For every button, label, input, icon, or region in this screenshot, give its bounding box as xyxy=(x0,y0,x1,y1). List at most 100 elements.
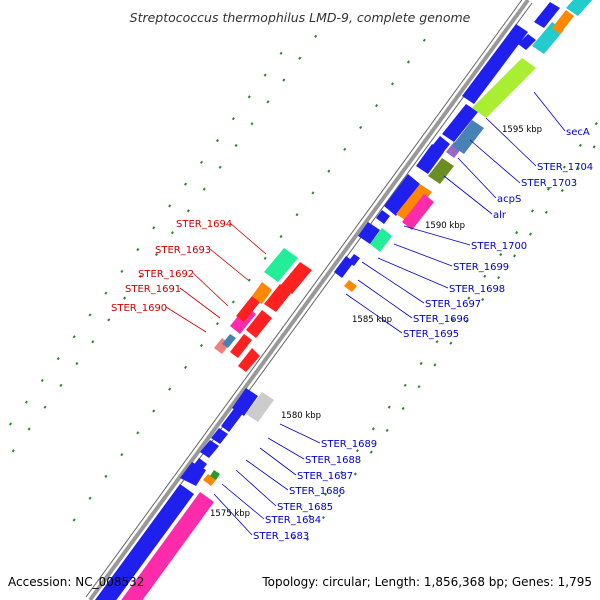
gene-label[interactable]: STER_1703 xyxy=(521,178,577,189)
gene-label[interactable]: STER_1704 xyxy=(537,162,593,173)
reverse-label-leaders xyxy=(165,222,267,333)
gene-label[interactable]: acpS xyxy=(497,194,521,205)
gc-dot xyxy=(515,231,519,235)
gene-bar[interactable] xyxy=(428,158,454,184)
gene-label[interactable]: STER_1689 xyxy=(321,439,377,450)
gene-label[interactable]: secA xyxy=(566,127,590,138)
gene-arrow[interactable] xyxy=(518,34,536,50)
gene-arrow[interactable] xyxy=(246,310,272,338)
gc-dot xyxy=(183,365,188,369)
gene-arrow[interactable] xyxy=(358,222,380,244)
gc-dot xyxy=(403,383,407,387)
gc-dot xyxy=(123,296,127,300)
gene-label[interactable]: STER_1686 xyxy=(289,486,345,497)
gc-dot xyxy=(202,187,206,191)
gene-arrow[interactable] xyxy=(264,284,292,312)
gene-bar[interactable] xyxy=(246,392,274,422)
gene-label[interactable]: STER_1699 xyxy=(453,262,509,273)
scale-ticks: 1575 kbp 1580 kbp 1585 kbp 1590 kbp 1595… xyxy=(210,125,542,519)
gene-bar[interactable] xyxy=(95,484,194,600)
gene-arrow[interactable] xyxy=(376,210,390,224)
gene-arrow[interactable] xyxy=(416,144,444,174)
gene-arrow[interactable] xyxy=(344,280,357,292)
gc-dot xyxy=(390,82,395,86)
gene-arrow[interactable] xyxy=(432,136,450,154)
gene-label[interactable]: alr xyxy=(493,210,507,221)
gene-bar[interactable] xyxy=(396,184,432,222)
gene-bar[interactable] xyxy=(264,248,298,282)
gene-bar[interactable] xyxy=(370,228,392,252)
gc-dot xyxy=(263,256,267,260)
gene-arrow[interactable] xyxy=(232,388,258,416)
scale-tick-label: 1590 kbp xyxy=(425,221,465,231)
gene-bar[interactable] xyxy=(114,492,214,600)
gene-arrow[interactable] xyxy=(280,262,312,294)
gene-label[interactable]: STER_1697 xyxy=(425,299,481,310)
genome-summary-text: Topology: circular; Length: 1,856,368 bp… xyxy=(261,575,592,589)
reverse-strand-genes xyxy=(214,248,312,372)
gene-arrow[interactable] xyxy=(193,458,207,472)
gc-dot xyxy=(433,363,437,367)
gene-arrow[interactable] xyxy=(534,2,560,28)
gene-bar[interactable] xyxy=(452,120,484,154)
gene-bar[interactable] xyxy=(222,334,236,348)
gene-arrow[interactable] xyxy=(200,440,219,458)
gc-dot xyxy=(327,169,331,173)
gene-bar[interactable] xyxy=(384,174,420,216)
scale-tick-label: 1575 kbp xyxy=(210,509,250,519)
gc-dot xyxy=(343,147,347,151)
accession-text: Accession: NC_008532 xyxy=(8,575,144,589)
gene-label[interactable]: STER_1692 xyxy=(138,269,194,280)
gc-dot xyxy=(104,291,108,295)
gc-dot xyxy=(592,145,596,149)
gene-arrow[interactable] xyxy=(230,334,252,358)
gene-arrow[interactable] xyxy=(210,470,220,480)
gene-arrow[interactable] xyxy=(221,406,244,432)
gene-label[interactable]: STER_1684 xyxy=(265,515,321,526)
forward-label-leaders xyxy=(213,91,566,536)
gc-dot xyxy=(417,385,421,389)
gene-bar[interactable] xyxy=(252,282,272,304)
gene-bar[interactable] xyxy=(472,58,536,118)
gene-label[interactable]: STER_1694 xyxy=(176,219,232,230)
gc-dot xyxy=(154,252,159,257)
gene-label[interactable]: STER_1696 xyxy=(413,314,469,325)
gene-arrow[interactable] xyxy=(238,348,260,372)
gene-bar[interactable] xyxy=(236,296,260,322)
gc-dot xyxy=(562,165,566,169)
gc-dot xyxy=(168,204,172,208)
gene-label[interactable]: STER_1693 xyxy=(155,245,211,256)
gene-label[interactable]: STER_1685 xyxy=(277,502,333,513)
gene-label[interactable]: STER_1700 xyxy=(471,241,527,252)
gene-label[interactable]: STER_1695 xyxy=(403,329,459,340)
gc-dot xyxy=(91,340,95,344)
gc-dot xyxy=(27,427,31,431)
gene-label[interactable]: STER_1683 xyxy=(253,531,309,542)
scale-tick-label: 1580 kbp xyxy=(281,411,321,421)
gene-bar[interactable] xyxy=(552,10,574,34)
gc-dot xyxy=(467,296,471,300)
gc-dot xyxy=(337,494,342,498)
gc-dot xyxy=(401,406,405,411)
gene-label[interactable]: STER_1691 xyxy=(125,284,181,295)
gene-bar[interactable] xyxy=(566,0,594,16)
gene-label[interactable]: STER_1690 xyxy=(111,303,167,314)
gene-label[interactable]: STER_1698 xyxy=(449,284,505,295)
gene-bar[interactable] xyxy=(462,24,528,104)
gene-arrow[interactable] xyxy=(442,104,478,142)
gc-dot xyxy=(215,138,219,143)
gc-dot xyxy=(88,496,92,500)
gc-dot xyxy=(59,383,63,387)
gene-arrow[interactable] xyxy=(211,428,228,444)
gc-dot xyxy=(292,536,296,540)
scale-tick-label: 1595 kbp xyxy=(502,125,542,135)
gene-bar[interactable] xyxy=(402,194,434,230)
gene-arrow[interactable] xyxy=(348,254,360,266)
gene-label[interactable]: STER_1687 xyxy=(297,471,353,482)
gene-arrow[interactable] xyxy=(203,474,216,486)
gc-dot xyxy=(385,428,389,432)
gc-dot xyxy=(369,450,373,454)
gc-dot xyxy=(8,422,12,426)
gene-label[interactable]: STER_1688 xyxy=(305,455,361,466)
